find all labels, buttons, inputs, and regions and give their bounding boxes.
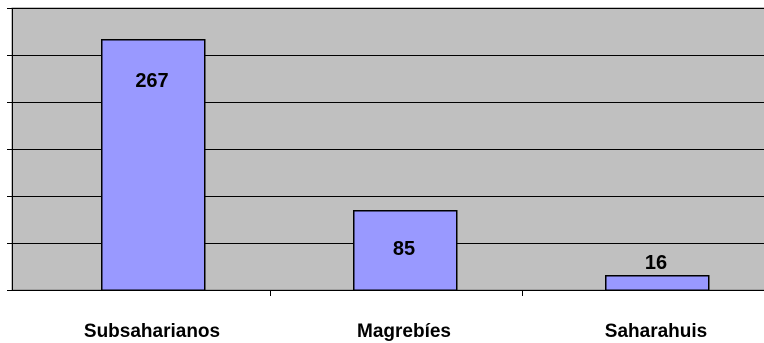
bars [100,38,710,291]
axis-ticks [7,8,523,296]
bar-subsaharianos [100,38,206,291]
data-label: 267 [135,70,168,92]
data-label: 16 [645,252,667,274]
bar-saharahuis [604,274,710,291]
bar-magrebies [352,209,458,291]
category-label: Magrebíes [357,321,451,342]
category-label: Saharahuis [605,321,707,342]
category-labels: Subsaharianos Magrebíes Saharahuis [84,321,707,342]
category-label: Subsaharianos [84,321,220,342]
data-labels: 267 85 16 [135,70,667,274]
data-label: 85 [393,238,415,260]
